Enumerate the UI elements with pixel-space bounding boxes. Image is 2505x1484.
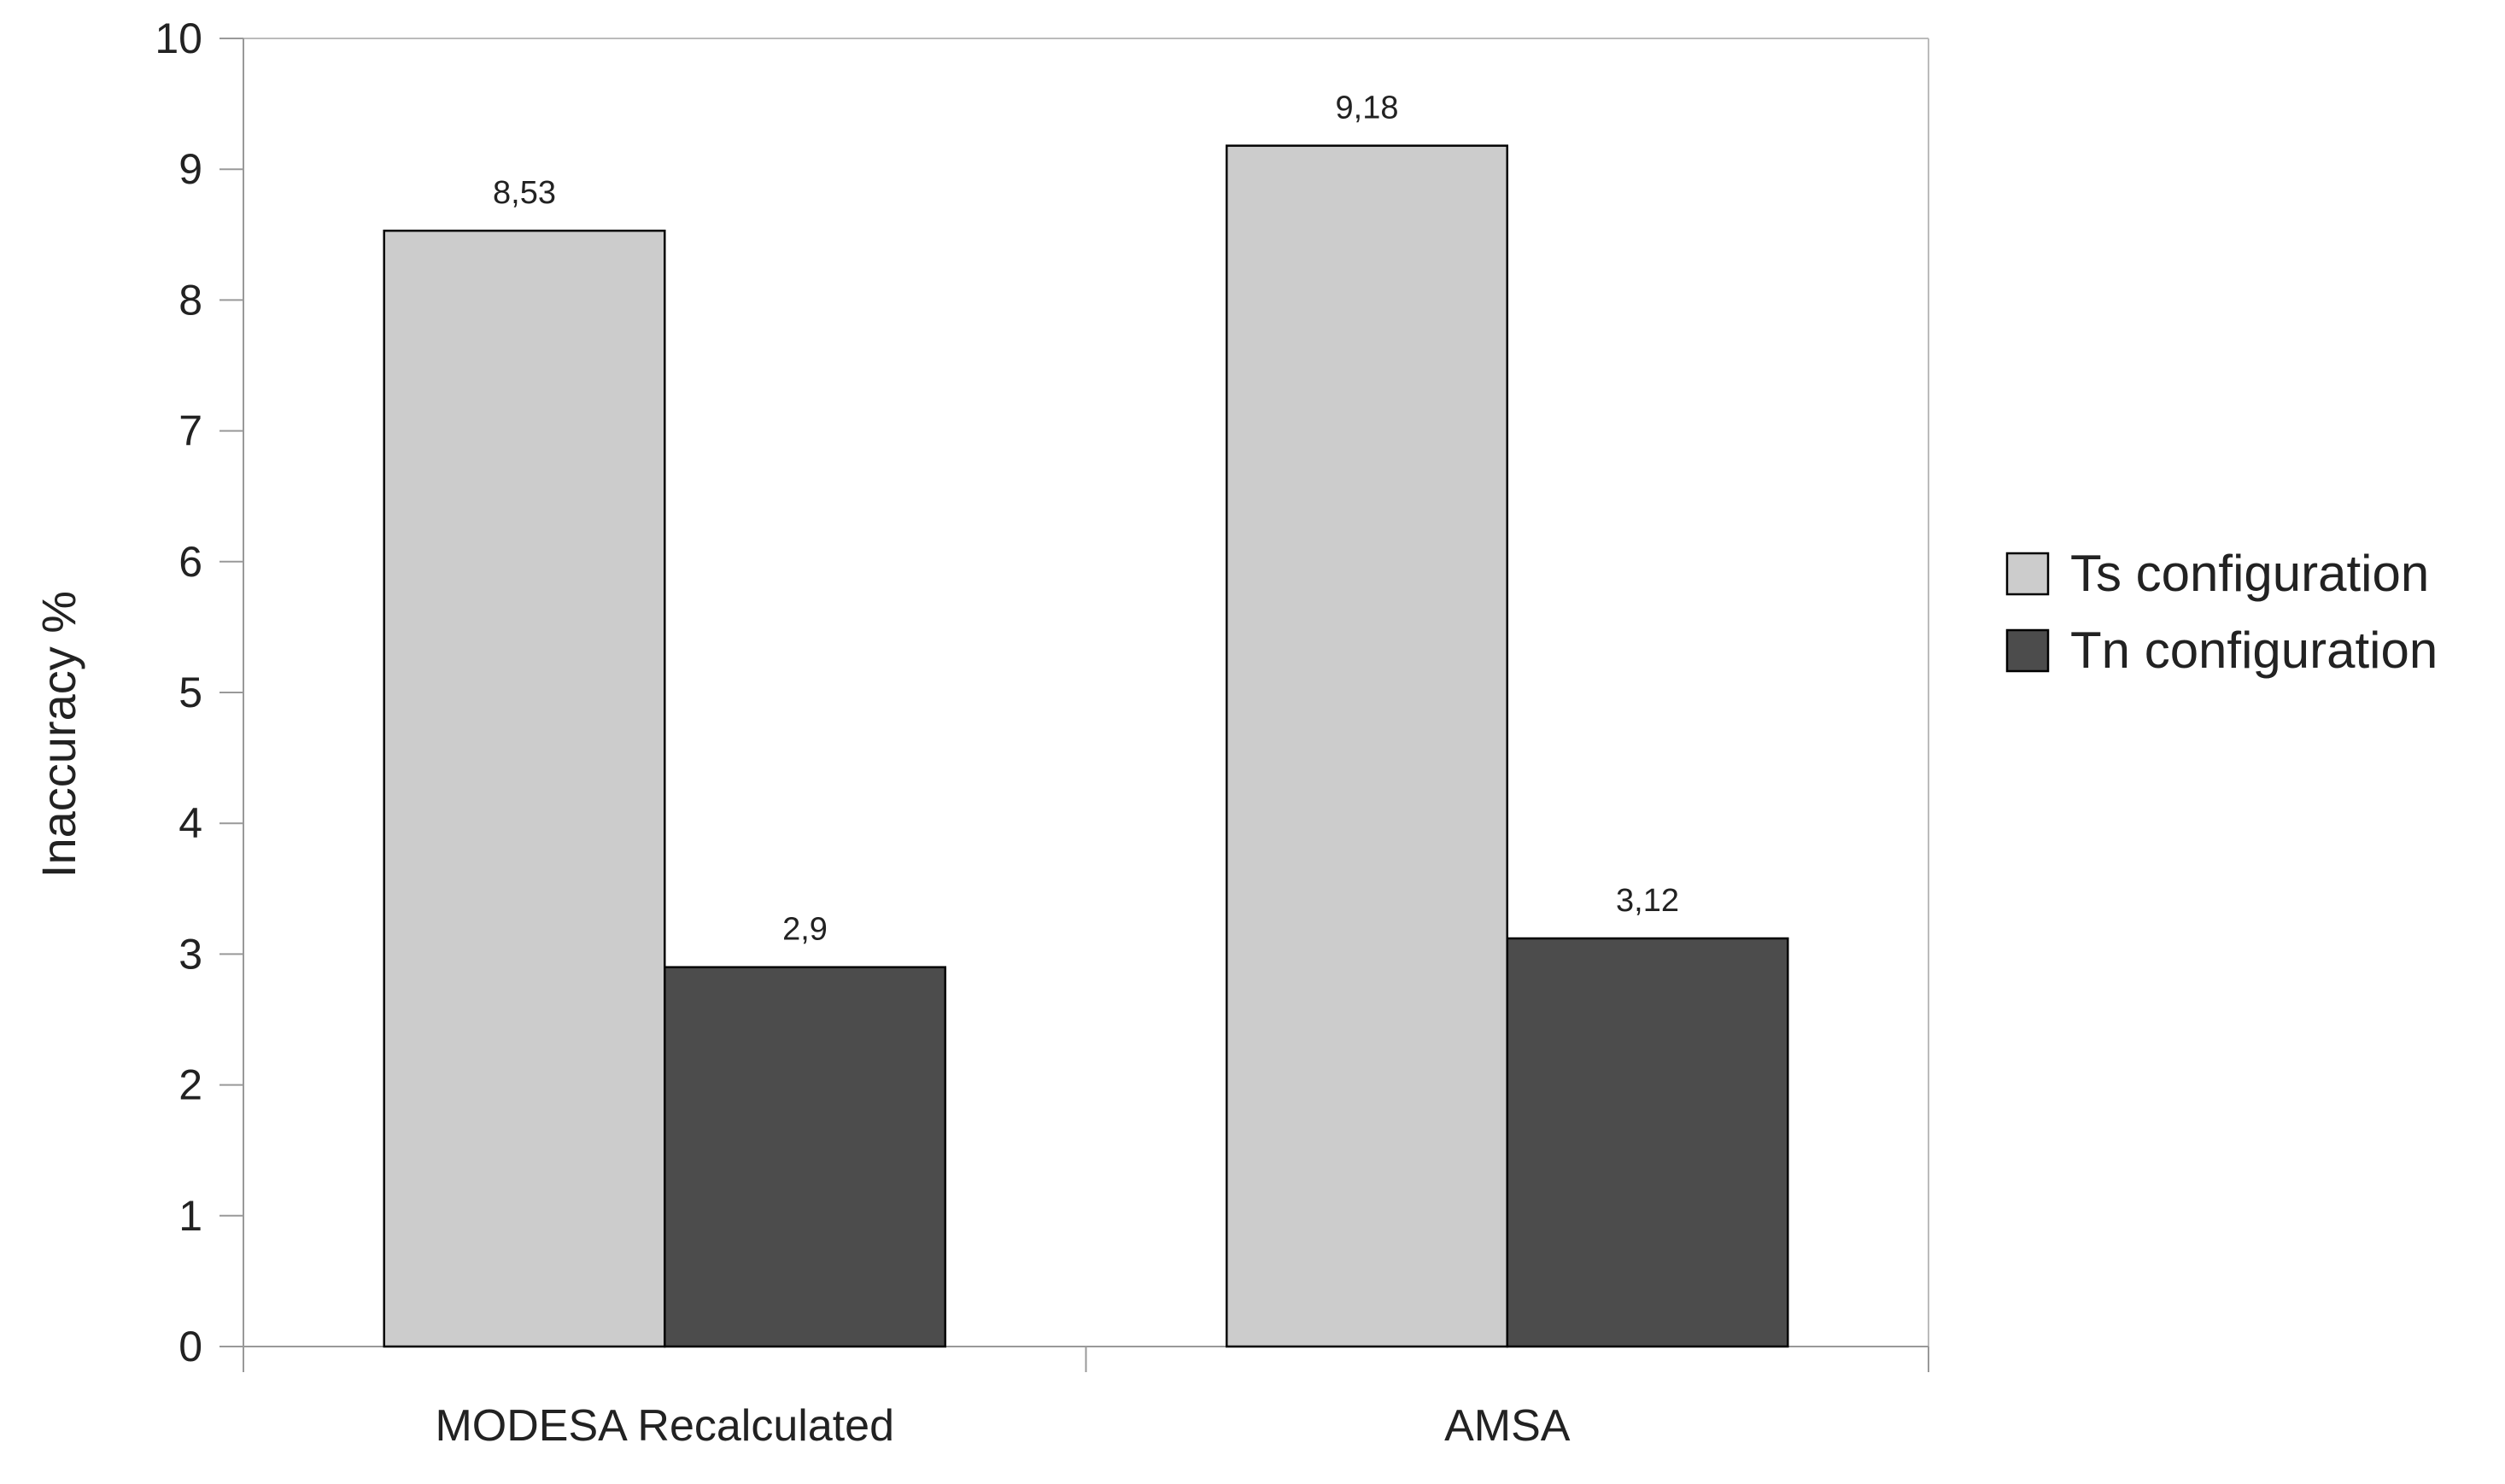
- bar: [1506, 937, 1789, 1348]
- bar: [1225, 144, 1508, 1348]
- data-label: 8,53: [493, 175, 556, 211]
- y-tick-label: 5: [179, 669, 202, 716]
- legend-swatch: [2005, 552, 2050, 596]
- legend-swatch: [2005, 628, 2050, 673]
- y-tick-label: 1: [179, 1192, 202, 1240]
- legend: Ts configuration Tn configuration: [2005, 545, 2438, 679]
- legend-label: Ts configuration: [2070, 545, 2429, 602]
- data-label: 3,12: [1616, 883, 1679, 919]
- y-axis-ticks: 0 1 2 3 4 5 6 7 8 9 10: [155, 15, 243, 1370]
- data-labels: 8,53 2,9 9,18 3,12: [493, 91, 1679, 948]
- data-label: 9,18: [1336, 91, 1399, 126]
- y-tick-label: 6: [179, 538, 202, 586]
- y-axis-title: Inaccuracy %: [32, 591, 85, 878]
- y-tick-label: 8: [179, 276, 202, 324]
- y-tick-label: 4: [179, 799, 202, 847]
- data-label: 2,9: [782, 912, 828, 948]
- x-category-label: MODESA Recalculated: [435, 1401, 894, 1451]
- y-tick-label: 0: [179, 1323, 202, 1370]
- legend-label: Tn configuration: [2070, 622, 2438, 679]
- bar: [383, 229, 666, 1348]
- y-tick-label: 3: [179, 930, 202, 978]
- x-axis-category-labels: MODESA Recalculated AMSA: [435, 1401, 1570, 1451]
- y-tick-label: 2: [179, 1061, 202, 1109]
- bars: [383, 144, 1789, 1348]
- x-category-label: AMSA: [1444, 1401, 1571, 1451]
- y-tick-label: 9: [179, 145, 202, 193]
- y-tick-label: 10: [155, 15, 202, 62]
- y-tick-label: 7: [179, 407, 202, 455]
- bar: [664, 966, 947, 1348]
